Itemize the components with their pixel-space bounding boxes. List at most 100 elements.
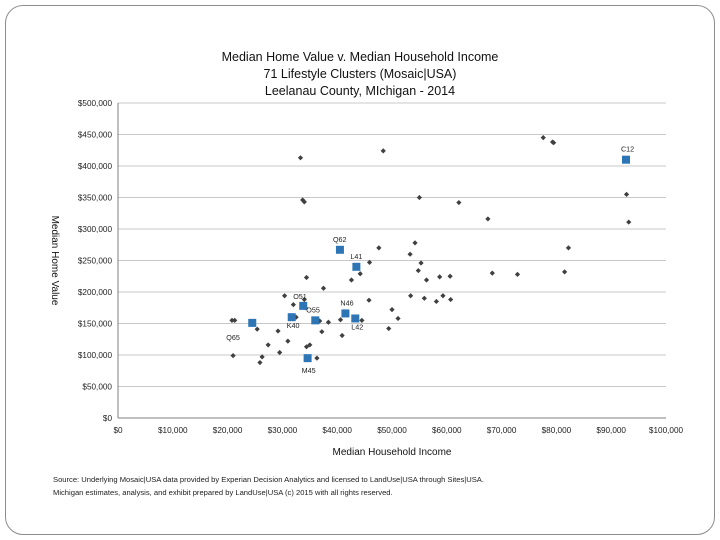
data-point-diamond [418,260,424,266]
data-point-diamond [408,293,414,299]
chart-subtitle-location: Leelanau County, MIchigan - 2014 [264,84,456,98]
data-point-square [248,318,257,327]
data-point-diamond [489,270,495,276]
data-point-diamond [623,191,630,197]
data-label: Q62 [333,235,347,244]
data-point-square [352,262,361,271]
x-axis-title: Median Household Income [333,447,452,458]
data-label: O51 [293,292,307,301]
data-point-diamond [301,296,307,303]
data-point-diamond [514,271,521,277]
data-point-diamond [229,317,235,323]
data-point-square [351,314,360,323]
data-point-diamond [339,332,345,339]
data-point-square [341,309,350,318]
data-point-diamond [325,319,332,325]
data-point-diamond [395,315,401,322]
data-point-diamond [440,293,446,299]
y-tick-label: $50,000 [82,383,112,392]
footer-source: Source: Underlying Mosaic|USA data provi… [53,475,484,484]
data-point-diamond [551,140,557,146]
data-point-diamond [275,328,281,334]
chart-title: Median Home Value v. Median Household In… [221,50,499,64]
data-point-diamond [447,273,453,279]
y-tick-label: $400,000 [78,162,113,171]
data-point-diamond [301,199,307,205]
data-point-diamond [562,269,568,275]
x-tick-label: $20,000 [213,426,243,435]
y-tick-label: $450,000 [78,131,113,140]
data-point-diamond [230,353,236,359]
data-point-diamond [626,219,632,225]
data-label: K40 [287,321,300,330]
data-point-diamond [314,355,320,361]
data-point-square [303,354,312,363]
data-point-diamond [565,245,572,251]
data-point-diamond [259,354,265,360]
data-label: L42 [351,322,363,331]
y-tick-label: $100,000 [78,351,113,360]
data-point-diamond [380,148,386,154]
data-point-diamond [456,199,462,206]
x-tick-label: $10,000 [158,426,188,435]
data-point-diamond [297,155,304,161]
x-tick-label: $90,000 [596,426,626,435]
y-tick-label: $300,000 [78,225,113,234]
data-point-diamond [319,329,325,335]
y-tick-label: $350,000 [78,194,113,203]
data-point-diamond [285,338,291,344]
data-point-diamond [386,325,392,332]
data-point-diamond [415,267,421,274]
data-label: O55 [306,305,320,314]
data-point-diamond [254,326,260,332]
data-point-diamond [293,314,299,320]
data-point-diamond [277,349,283,356]
data-point-diamond [307,342,313,348]
data-point-diamond [303,274,310,281]
data-point-square [335,245,344,254]
y-tick-label: $500,000 [78,99,113,108]
data-point-diamond [348,277,355,283]
data-point-square [311,316,320,325]
data-point-square [299,301,308,310]
data-point-diamond [300,197,306,203]
data-point-diamond [359,317,365,323]
data-point-diamond [366,297,372,303]
data-point-diamond [265,342,271,348]
y-tick-label: $0 [103,414,113,423]
x-tick-label: $100,000 [649,426,684,435]
data-point-square [621,155,630,164]
x-tick-label: $40,000 [322,426,352,435]
y-tick-label: $250,000 [78,257,113,266]
data-label: Q65 [226,333,240,342]
x-tick-label: $70,000 [487,426,517,435]
chart-subtitle: 71 Lifestyle Clusters (Mosaic|USA) [263,67,457,81]
data-point-square [287,313,296,322]
data-label: N46 [340,298,353,307]
data-point-diamond [433,298,439,305]
data-point-diamond [366,259,373,265]
data-point-diamond [485,216,491,222]
data-point-diamond [412,240,418,246]
data-point-diamond [320,285,327,291]
data-point-diamond [540,135,546,141]
data-point-diamond [232,317,238,323]
data-label: C12 [621,145,634,154]
y-axis-title: Median Home Value [49,216,60,306]
data-point-diamond [448,296,454,303]
y-tick-label: $200,000 [78,288,113,297]
data-point-diamond [290,302,296,308]
data-point-diamond [357,271,363,277]
x-tick-label: $80,000 [542,426,572,435]
data-point-diamond [437,274,443,280]
data-point-diamond [376,245,382,251]
y-tick-label: $150,000 [78,320,113,329]
data-point-diamond [389,307,395,313]
footer-credit: Michigan estimates, analysis, and exhibi… [53,488,393,497]
data-label: L41 [350,252,362,261]
x-tick-label: $50,000 [377,426,407,435]
data-label: M45 [302,366,316,375]
data-point-diamond [337,317,344,323]
x-tick-label: $30,000 [268,426,298,435]
